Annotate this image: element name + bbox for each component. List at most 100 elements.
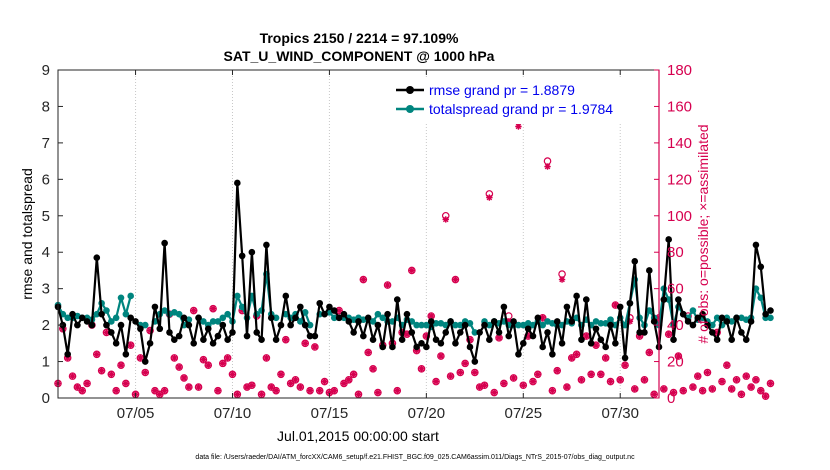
rmse-point	[505, 332, 513, 340]
spread-point	[413, 321, 420, 329]
y-right-tick-label: 40	[667, 317, 684, 334]
rmse-point	[549, 350, 556, 358]
obs-assimilated-point	[689, 383, 697, 391]
obs-assimilated-point	[355, 391, 362, 398]
rmse-point	[350, 329, 357, 336]
rmse-point	[582, 296, 590, 303]
obs-assimilated-point	[122, 380, 130, 387]
obs-assimilated-point	[626, 318, 634, 325]
spread-point	[122, 310, 130, 318]
rmse-point	[636, 329, 643, 336]
rmse-point	[612, 340, 619, 347]
rmse-point	[738, 329, 745, 336]
obs-assimilated-point	[699, 387, 706, 394]
spread-point	[234, 292, 241, 300]
rmse-point	[529, 332, 537, 340]
obs-assimilated-point	[524, 332, 532, 340]
y-left-tick-label: 2	[42, 317, 50, 334]
rmse-point	[69, 310, 76, 318]
y-left-tick-label: 3	[42, 281, 50, 298]
obs-assimilated-point	[321, 378, 328, 385]
rmse-point	[486, 336, 493, 343]
spread-point	[306, 321, 314, 329]
rmse-point	[112, 340, 120, 347]
rmse-point	[452, 340, 459, 347]
obs-assimilated-point	[709, 385, 716, 393]
legend-spread-label: totalspread grand pr = 1.9784	[429, 101, 613, 117]
rmse-point	[471, 358, 479, 365]
rmse-point	[713, 336, 721, 343]
obs-assimilated-point	[263, 354, 270, 362]
rmse-point	[267, 314, 275, 322]
chart-title-line1: Tropics 2150 / 2214 = 97.109%	[260, 30, 459, 46]
rmse-point	[558, 340, 566, 347]
rmse-point	[64, 350, 71, 358]
obs-assimilated-point	[74, 383, 81, 391]
obs-assimilated-point	[432, 378, 440, 385]
obs-assimilated-point	[665, 331, 672, 338]
rmse-point	[175, 332, 183, 340]
rmse-point	[287, 321, 294, 329]
rmse-point	[423, 343, 430, 351]
rmse-point	[437, 340, 445, 347]
obs-assimilated-point	[621, 362, 629, 369]
rmse-point	[432, 336, 440, 343]
rmse-point	[219, 321, 227, 329]
spread-point	[141, 321, 149, 329]
obs-assimilated-point	[500, 380, 508, 387]
obs-assimilated-point	[112, 387, 120, 394]
x-axis-label: Jul.01,2015 00:00:00 start	[277, 428, 439, 444]
obs-assimilated-point	[180, 374, 188, 382]
rmse-point	[137, 325, 144, 333]
obs-assimilated-point	[156, 391, 163, 398]
rmse-point	[321, 310, 328, 318]
rmse-point	[234, 179, 241, 187]
obs-assimilated-point	[292, 376, 299, 383]
obs-assimilated-point	[200, 356, 207, 363]
rmse-point	[704, 321, 711, 329]
legend: rmse grand pr = 1.8879 totalspread grand…	[392, 78, 650, 124]
rmse-point	[456, 329, 464, 336]
rmse-point	[476, 329, 483, 336]
obs-assimilated-point	[583, 332, 590, 340]
rmse-point	[161, 239, 168, 247]
rmse-point	[665, 236, 672, 243]
obs-assimilated-point	[79, 387, 86, 394]
rmse-point	[660, 296, 668, 303]
obs-assimilated-point	[476, 383, 483, 391]
rmse-point	[461, 321, 469, 329]
obs-assimilated-point	[515, 123, 522, 130]
obs-assimilated-point	[505, 318, 512, 325]
obs-assimilated-point	[680, 387, 687, 394]
obs-assimilated-point	[224, 354, 231, 362]
obs-assimilated-point	[694, 372, 701, 380]
obs-assimilated-point	[394, 387, 401, 394]
obs-assimilated-point	[510, 374, 517, 382]
spread-point	[471, 329, 479, 336]
obs-assimilated-point	[713, 329, 721, 336]
rmse-point	[108, 329, 115, 336]
obs-assimilated-point	[612, 301, 619, 309]
spread-point	[272, 314, 280, 322]
rmse-point	[238, 252, 246, 260]
obs-assimilated-point	[481, 382, 488, 389]
rmse-point	[272, 336, 280, 343]
rmse-point	[326, 303, 333, 311]
obs-assimilated-point	[675, 352, 682, 360]
rmse-point	[369, 336, 377, 343]
obs-assimilated-point	[316, 387, 323, 394]
obs-assimilated-point	[374, 389, 382, 396]
obs-assimilated-point	[568, 354, 575, 362]
rmse-point	[243, 332, 251, 340]
rmse-point	[171, 336, 178, 343]
obs-assimilated-point	[258, 391, 265, 398]
rmse-point	[88, 321, 96, 329]
obs-assimilated-point	[418, 365, 425, 373]
spread-point	[767, 314, 774, 322]
spread-point	[297, 318, 304, 325]
obs-assimilated-point	[331, 387, 338, 394]
rmse-point	[103, 321, 110, 329]
obs-assimilated-point	[137, 354, 144, 362]
rmse-point	[675, 296, 682, 303]
